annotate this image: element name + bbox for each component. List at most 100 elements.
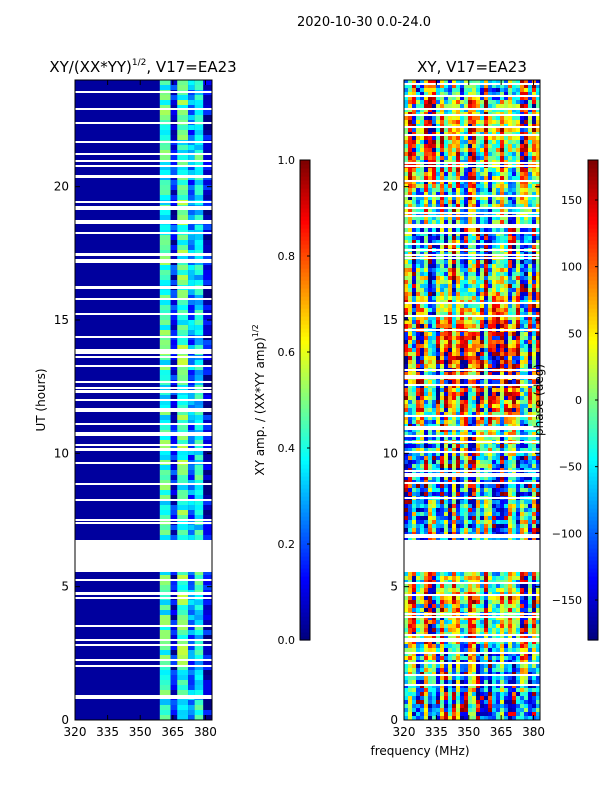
phase-cell xyxy=(428,80,433,85)
phase-cell xyxy=(432,344,437,349)
phase-cell xyxy=(476,140,481,145)
phase-cell xyxy=(432,212,437,217)
phase-cell xyxy=(456,500,461,505)
phase-cell xyxy=(440,448,445,453)
phase-cell xyxy=(496,464,501,469)
phase-cell xyxy=(480,316,485,321)
phase-cell xyxy=(496,88,501,93)
phase-cell xyxy=(496,80,501,85)
amp-cell xyxy=(194,585,204,590)
phase-cell xyxy=(428,520,433,525)
phase-cell xyxy=(452,332,457,337)
phase-cell xyxy=(484,520,489,525)
phase-cell xyxy=(440,144,445,149)
phase-cell xyxy=(476,172,481,177)
phase-cell xyxy=(440,136,445,141)
amp-cell xyxy=(159,320,171,325)
amp-flagged-row xyxy=(75,499,212,501)
amp-cell xyxy=(188,340,195,345)
phase-cell xyxy=(480,136,485,141)
phase-cell xyxy=(412,120,417,125)
phase-cell xyxy=(504,108,509,113)
phase-cell xyxy=(476,408,481,413)
phase-cell xyxy=(516,448,521,453)
amp-cell xyxy=(177,395,189,400)
phase-cell xyxy=(468,492,473,497)
phase-cell xyxy=(444,236,449,241)
phase-cell xyxy=(500,360,505,365)
phase-cell xyxy=(492,96,497,101)
phase-cell xyxy=(444,168,449,173)
phase-cell xyxy=(524,324,529,329)
phase-cell xyxy=(424,324,429,329)
phase-cell xyxy=(524,364,529,369)
phase-cell xyxy=(404,484,409,489)
phase-cell xyxy=(496,492,501,497)
phase-cell xyxy=(468,340,473,345)
phase-cell xyxy=(456,512,461,517)
phase-cell xyxy=(440,232,445,237)
phase-cell xyxy=(500,412,505,417)
phase-cell xyxy=(424,520,429,525)
amp-cell xyxy=(188,345,195,350)
phase-cell xyxy=(528,276,533,281)
amp-cell xyxy=(177,670,189,675)
amp-flagged-row xyxy=(75,349,212,351)
phase-cell xyxy=(480,176,485,181)
phase-cell xyxy=(468,336,473,341)
phase-cell xyxy=(428,356,433,361)
phase-cell xyxy=(516,332,521,337)
phase-cell xyxy=(440,396,445,401)
phase-cell xyxy=(436,456,441,461)
amp-cell xyxy=(159,690,171,695)
phase-cell xyxy=(512,460,517,465)
amp-colorbar-step xyxy=(300,356,310,361)
phase-cell xyxy=(432,220,437,225)
phase-cell xyxy=(472,464,477,469)
phase-cell xyxy=(428,236,433,241)
phase-cell xyxy=(508,232,513,237)
phase-cell xyxy=(500,500,505,505)
phase-cell xyxy=(436,436,441,441)
phase-cell xyxy=(476,428,481,433)
phase-cell xyxy=(468,276,473,281)
phase-cell xyxy=(480,452,485,457)
phase-cell xyxy=(484,312,489,317)
phase-cell xyxy=(504,152,509,157)
phase-cell xyxy=(408,436,413,441)
amp-cell xyxy=(177,575,189,580)
amp-cell xyxy=(194,685,204,690)
phase-cell xyxy=(424,396,429,401)
phase-cell xyxy=(496,288,501,293)
phase-cell xyxy=(436,96,441,101)
phase-cell xyxy=(444,208,449,213)
phase-cell xyxy=(436,276,441,281)
phase-cell xyxy=(444,180,449,185)
phase-cell xyxy=(532,240,537,245)
phase-cell xyxy=(512,416,517,421)
phase-cell xyxy=(412,476,417,481)
phase-cell xyxy=(404,228,409,233)
phase-cell xyxy=(428,144,433,149)
amp-cell xyxy=(188,185,195,190)
phase-cell xyxy=(472,172,477,177)
phase-cell xyxy=(432,216,437,221)
amp-cell xyxy=(159,490,171,495)
amp-cell xyxy=(159,665,171,670)
phase-cell xyxy=(528,140,533,145)
phase-cell xyxy=(484,504,489,509)
phase-cell xyxy=(484,244,489,249)
phase-cell xyxy=(516,204,521,209)
phase-cell xyxy=(496,140,501,145)
amp-cell xyxy=(177,290,189,295)
amp-cell xyxy=(203,670,212,675)
phase-cell xyxy=(504,448,509,453)
phase-cell xyxy=(456,332,461,337)
phase-cell xyxy=(424,232,429,237)
phase-cell xyxy=(448,236,453,241)
phase-cell xyxy=(460,388,465,393)
phase-cell xyxy=(520,212,525,217)
phase-cell xyxy=(504,260,509,265)
phase-cell xyxy=(452,436,457,441)
amp-cell xyxy=(194,470,204,475)
